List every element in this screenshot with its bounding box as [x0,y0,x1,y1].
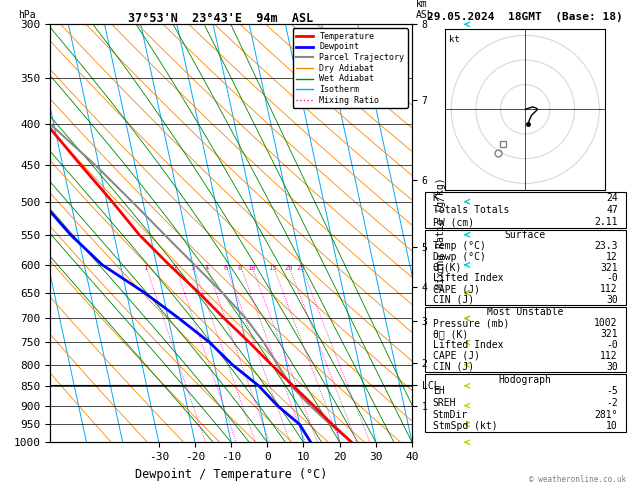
Text: 47: 47 [606,205,618,215]
Text: 112: 112 [600,284,618,294]
Text: 20: 20 [284,265,292,271]
Text: θᴇ(K): θᴇ(K) [433,262,462,273]
Text: Totals Totals: Totals Totals [433,205,509,215]
Text: CAPE (J): CAPE (J) [433,351,480,361]
Text: 10: 10 [247,265,256,271]
Legend: Temperature, Dewpoint, Parcel Trajectory, Dry Adiabat, Wet Adiabat, Isotherm, Mi: Temperature, Dewpoint, Parcel Trajectory… [293,29,408,108]
Text: 1: 1 [143,265,148,271]
Text: 321: 321 [600,329,618,339]
Text: EH: EH [433,386,444,396]
Text: 23.3: 23.3 [594,241,618,251]
Text: 112: 112 [600,351,618,361]
Text: 30: 30 [606,362,618,372]
Text: 25: 25 [297,265,305,271]
Text: PW (cm): PW (cm) [433,217,474,227]
Text: 15: 15 [269,265,277,271]
Text: 321: 321 [600,262,618,273]
Text: 12: 12 [606,252,618,262]
Text: θᴇ (K): θᴇ (K) [433,329,468,339]
Text: Mixing Ratio (g/kg): Mixing Ratio (g/kg) [436,177,446,289]
Text: -0: -0 [606,340,618,350]
Text: 1002: 1002 [594,318,618,328]
Text: 37°53'N  23°43'E  94m  ASL: 37°53'N 23°43'E 94m ASL [128,12,313,25]
Text: Most Unstable: Most Unstable [487,307,564,317]
Text: Hodograph: Hodograph [499,375,552,384]
Text: Dewp (°C): Dewp (°C) [433,252,486,262]
Text: 30: 30 [606,295,618,305]
Text: Lifted Index: Lifted Index [433,273,503,283]
Text: CIN (J): CIN (J) [433,295,474,305]
Text: kt: kt [448,35,459,44]
Text: km
ASL: km ASL [416,0,433,20]
Text: CAPE (J): CAPE (J) [433,284,480,294]
Text: Temp (°C): Temp (°C) [433,241,486,251]
Text: StmDir: StmDir [433,410,468,419]
Text: StmSpd (kt): StmSpd (kt) [433,421,498,431]
Text: Lifted Index: Lifted Index [433,340,503,350]
Text: -0: -0 [606,273,618,283]
Text: 10: 10 [606,421,618,431]
Text: hPa: hPa [18,10,35,20]
Text: 8: 8 [238,265,242,271]
Text: 2: 2 [173,265,177,271]
Text: CIN (J): CIN (J) [433,362,474,372]
Text: Pressure (mb): Pressure (mb) [433,318,509,328]
Text: 281°: 281° [594,410,618,419]
Text: 4: 4 [204,265,208,271]
Text: -5: -5 [606,386,618,396]
Text: 2.11: 2.11 [594,217,618,227]
Text: © weatheronline.co.uk: © weatheronline.co.uk [529,474,626,484]
Text: 3: 3 [191,265,195,271]
Text: 24: 24 [606,193,618,203]
Text: K: K [433,193,438,203]
Text: SREH: SREH [433,398,456,408]
X-axis label: Dewpoint / Temperature (°C): Dewpoint / Temperature (°C) [135,468,327,481]
Text: 6: 6 [224,265,228,271]
Text: 29.05.2024  18GMT  (Base: 18): 29.05.2024 18GMT (Base: 18) [427,12,623,22]
Text: -2: -2 [606,398,618,408]
Text: Surface: Surface [504,230,546,240]
